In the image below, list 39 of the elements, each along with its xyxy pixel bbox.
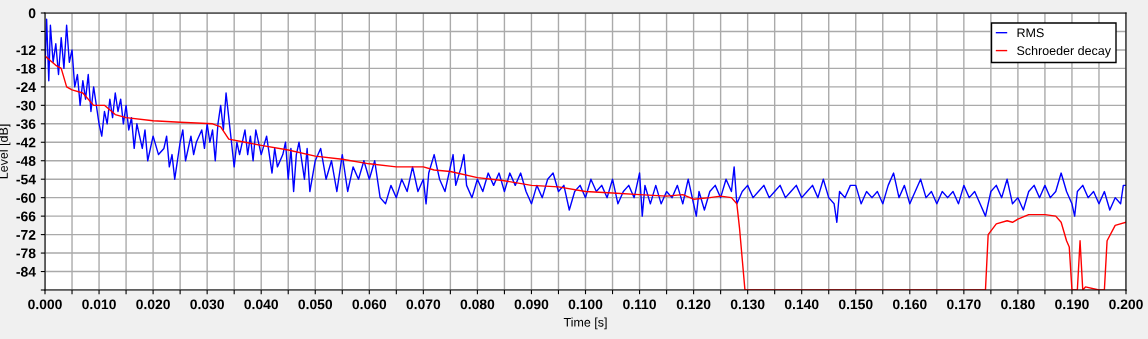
y-tick-label: -78	[16, 248, 36, 259]
y-tick-label: -66	[16, 211, 36, 222]
x-tick-label: 0.090	[514, 299, 549, 310]
x-tick-label: 0.000	[28, 299, 62, 310]
x-tick-label: 0.020	[136, 299, 170, 310]
y-tick-label: -72	[16, 229, 36, 240]
y-tick-label: -30	[16, 100, 36, 111]
x-tick-label: 0.030	[190, 299, 224, 310]
x-tick-label: 0.130	[730, 299, 765, 310]
y-tick-label: -42	[16, 137, 36, 148]
x-tick-label: 0.170	[947, 299, 981, 310]
x-tick-label: 0.190	[1055, 299, 1089, 310]
y-tick-label: -24	[16, 82, 36, 92]
x-tick-label: 0.050	[298, 299, 333, 310]
x-tick-label: 0.200	[1109, 299, 1143, 310]
legend-label: RMS	[1017, 28, 1044, 38]
line-series	[45, 18, 1126, 223]
y-tick-label: -12	[16, 45, 36, 55]
y-tick-label: -18	[16, 63, 36, 74]
x-tick-label: 0.070	[406, 299, 441, 310]
y-tick-label: -54	[16, 174, 36, 185]
x-tick-label: 0.080	[460, 299, 495, 310]
x-tick-label: 0.160	[892, 299, 927, 310]
x-tick-label: 0.120	[676, 299, 711, 310]
x-tick-label: 0.180	[1001, 299, 1035, 310]
x-tick-label: 0.150	[838, 299, 873, 310]
y-tick-label: -36	[16, 119, 36, 129]
x-tick-label: 0.100	[568, 299, 603, 310]
x-tick-label: 0.010	[82, 299, 116, 310]
x-tick-label: 0.140	[784, 299, 819, 310]
x-tick-label: 0.040	[244, 299, 279, 310]
y-tick-label: 0	[28, 8, 36, 19]
legend-label: Schroeder decay	[1017, 45, 1111, 58]
y-tick-label: -60	[16, 193, 36, 203]
x-tick-label: 0.110	[623, 299, 656, 310]
y-tick-label: -84	[16, 266, 36, 277]
y-tick-label: -48	[16, 156, 36, 166]
x-tick-label: 0.060	[352, 299, 387, 310]
x-axis-title: Time [s]	[563, 317, 607, 330]
